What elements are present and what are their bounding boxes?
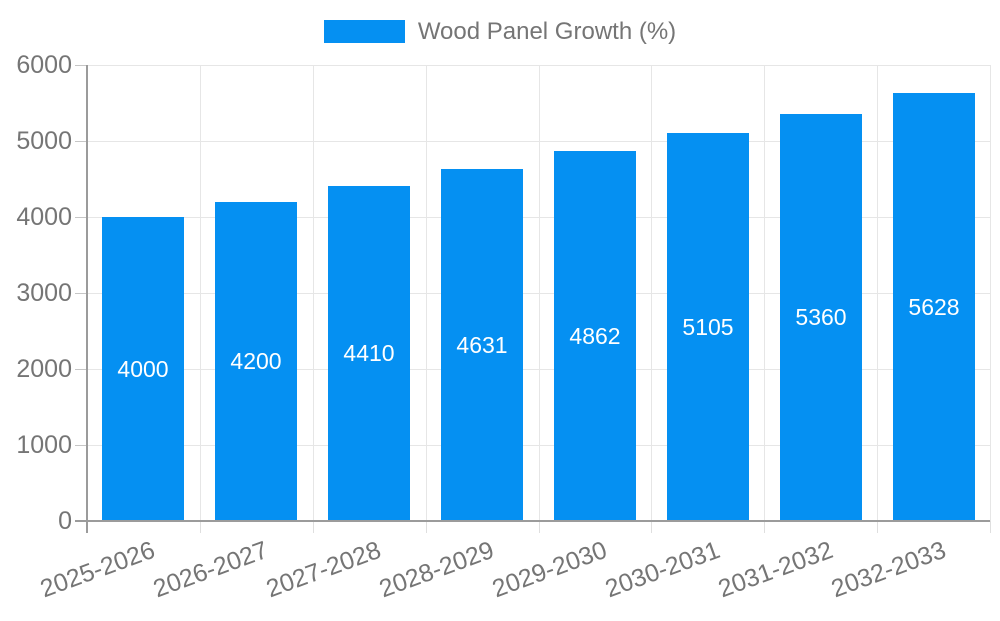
bar-chart: Wood Panel Growth (%) 0 1000 2000 3000 4000 5… [0,17,1000,604]
bar-value-label: 4862 [569,323,621,349]
bar[interactable] [780,114,862,521]
h-gridline [87,445,990,446]
bar-value-label: 5360 [795,304,847,330]
y-tick-label: 3000 [16,279,72,307]
y-tick-label: 0 [58,507,72,535]
bar-value-label: 4200 [230,348,282,374]
x-axis-tick [200,521,201,533]
y-axis-tick [75,65,87,66]
y-axis-tick [75,141,87,142]
v-gridline [539,65,540,521]
v-gridline [313,65,314,521]
x-axis-tick [651,521,652,533]
x-axis-tick [877,521,878,533]
y-axis-tick [75,369,87,370]
legend[interactable]: Wood Panel Growth (%) [0,17,1000,46]
y-tick-label: 1000 [16,431,72,459]
v-gridline [990,65,991,521]
y-axis-tick [75,293,87,294]
x-axis-tick [990,521,991,533]
bar-value-label: 4631 [456,332,508,358]
h-gridline [87,293,990,294]
h-gridline [87,141,990,142]
y-tick-label: 4000 [16,203,72,231]
x-axis-tick [426,521,427,533]
y-axis-tick [75,445,87,446]
legend-swatch-icon [323,20,405,43]
v-gridline [764,65,765,521]
h-gridline [87,217,990,218]
v-gridline [877,65,878,521]
x-axis-tick [313,521,314,533]
x-axis-tick [539,521,540,533]
y-axis-line [86,65,88,533]
h-gridline [87,369,990,370]
bar[interactable] [893,93,975,521]
bar[interactable] [667,133,749,521]
bar[interactable] [102,217,184,521]
x-axis-tick [764,521,765,533]
v-gridline [651,65,652,521]
bar[interactable] [554,151,636,521]
bar[interactable] [328,186,410,521]
h-gridline [87,65,990,66]
v-gridline [200,65,201,521]
y-tick-label: 5000 [16,127,72,155]
bar[interactable] [441,169,523,521]
y-tick-label: 6000 [16,51,72,79]
legend-label: Wood Panel Growth (%) [417,17,677,45]
bar-value-label: 4000 [117,356,169,382]
bar[interactable] [215,202,297,521]
bar-value-label: 5628 [908,294,960,320]
y-tick-label: 2000 [16,355,72,383]
bar-value-label: 5105 [682,314,734,340]
x-axis-line [75,520,990,522]
y-axis-tick [75,217,87,218]
v-gridline [426,65,427,521]
bar-value-label: 4410 [343,340,395,366]
